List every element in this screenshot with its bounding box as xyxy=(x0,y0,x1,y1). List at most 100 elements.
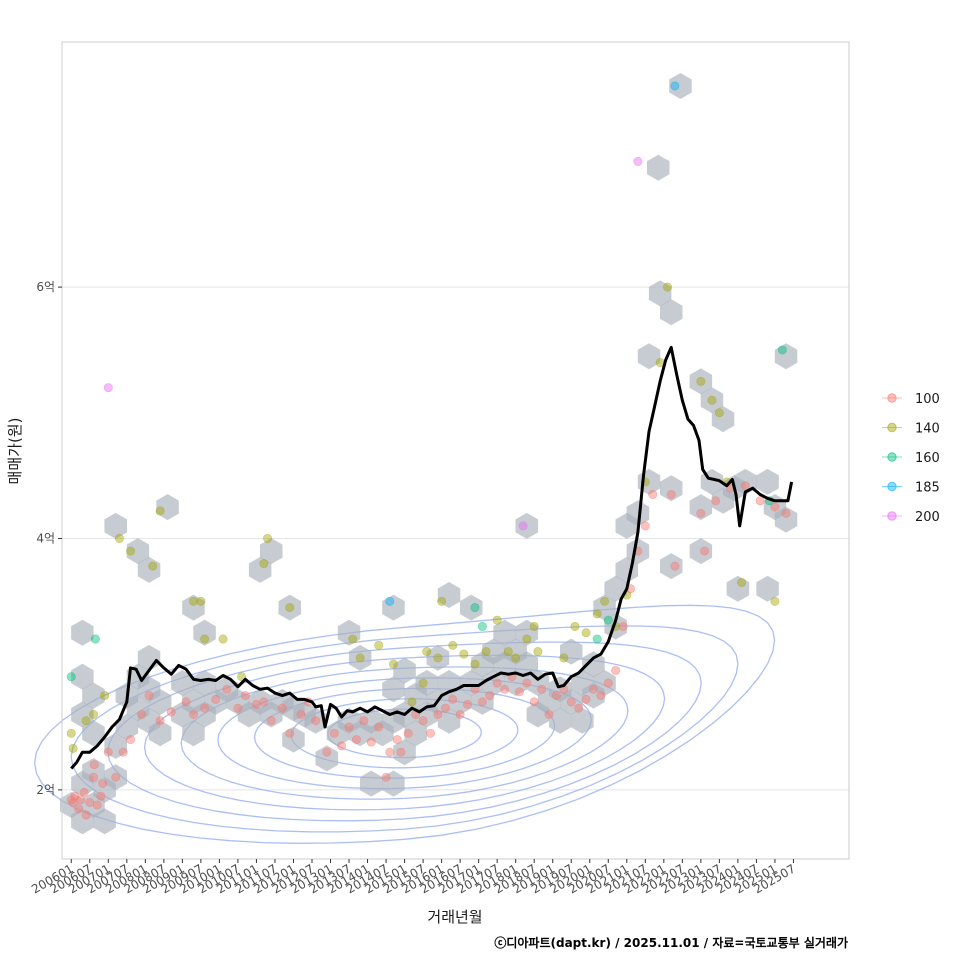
hexbin-cell xyxy=(647,154,670,181)
scatter-point-140 xyxy=(374,640,384,650)
scatter-point-140 xyxy=(188,596,198,606)
hexbin-cell xyxy=(604,575,627,602)
scatter-point-100 xyxy=(440,703,450,713)
scatter-point-100 xyxy=(581,694,591,704)
scatter-point-140 xyxy=(418,678,428,688)
scatter-point-140 xyxy=(437,596,447,606)
scatter-point-140 xyxy=(196,596,206,606)
scatter-point-100 xyxy=(781,508,791,518)
scatter-point-100 xyxy=(98,779,108,789)
legend-label-100: 100 xyxy=(915,392,940,407)
hexbin-cell xyxy=(756,468,779,495)
scatter-point-100 xyxy=(222,684,232,694)
scatter-point-100 xyxy=(588,684,598,694)
scatter-point-140 xyxy=(100,691,110,701)
scatter-point-140 xyxy=(81,716,91,726)
hexbin-cell xyxy=(756,575,779,602)
scatter-point-140 xyxy=(355,653,365,663)
hexbin-cell xyxy=(669,73,692,99)
scatter-point-140 xyxy=(503,647,513,657)
scatter-point-100 xyxy=(337,741,347,751)
scatter-point-140 xyxy=(470,659,480,669)
scatter-point-140 xyxy=(511,653,521,663)
hexbin-cell xyxy=(393,739,416,766)
hexbin-cell xyxy=(71,663,94,690)
scatter-point-100 xyxy=(740,481,750,491)
scatter-point-140 xyxy=(559,653,569,663)
scatter-point-100 xyxy=(74,804,84,814)
y-tick-label: 6억 xyxy=(36,280,55,294)
hexbin-cell xyxy=(626,500,650,527)
hexbin-cell xyxy=(182,720,205,747)
scatter-point-100 xyxy=(455,709,465,719)
hexbin-cell xyxy=(460,670,483,696)
hexbin-cell xyxy=(493,619,516,646)
hexbin-cell xyxy=(460,594,483,621)
hexbin-cell xyxy=(774,343,798,370)
scatter-point-100 xyxy=(529,697,539,707)
y-axis-title: 매매가(원) xyxy=(6,418,24,485)
hexbin-cell xyxy=(82,720,105,747)
scatter-point-140 xyxy=(200,634,210,644)
median-price-line xyxy=(70,345,794,770)
scatter-point-140 xyxy=(707,395,717,405)
scatter-point-100 xyxy=(392,735,402,745)
scatter-point-160 xyxy=(66,672,76,682)
scatter-point-200 xyxy=(633,156,643,166)
hexbin-cell xyxy=(689,538,713,565)
scatter-point-200 xyxy=(103,383,113,393)
hexbin-cell xyxy=(515,619,539,646)
scatter-point-100 xyxy=(359,716,369,726)
scatter-point-185 xyxy=(670,81,680,91)
scatter-point-140 xyxy=(663,282,673,292)
legend-key-200 xyxy=(887,511,897,521)
caption: ⓒ디아파트(dapt.kr) / 2025.11.01 / 자료=국토교통부 실… xyxy=(494,935,848,950)
scatter-point-100 xyxy=(381,772,391,782)
scatter-point-100 xyxy=(285,728,295,738)
scatter-point-100 xyxy=(537,684,547,694)
scatter-point-140 xyxy=(529,621,539,631)
hexbin-cell xyxy=(337,619,361,646)
scatter-point-140 xyxy=(581,628,591,638)
scatter-point-140 xyxy=(696,376,706,386)
hexbin-cell xyxy=(171,670,194,696)
scatter-point-140 xyxy=(422,647,432,657)
hexbin-cell xyxy=(382,594,405,621)
scatter-point-100 xyxy=(85,797,95,807)
scatter-point-100 xyxy=(374,722,384,732)
scatter-point-100 xyxy=(611,665,621,675)
scatter-point-100 xyxy=(485,691,495,701)
scatter-point-140 xyxy=(533,647,543,657)
scatter-point-100 xyxy=(266,716,276,726)
scatter-point-140 xyxy=(492,615,502,625)
hexbin-cell xyxy=(104,764,127,791)
scatter-point-100 xyxy=(648,489,658,499)
scatter-point-100 xyxy=(596,691,606,701)
hexbin-cell xyxy=(437,707,461,734)
hexbin-cell xyxy=(82,682,105,709)
hexbin-cell xyxy=(426,644,450,671)
scatter-point-140 xyxy=(68,743,78,753)
scatter-point-100 xyxy=(240,691,250,701)
scatter-point-100 xyxy=(81,810,91,820)
hexbin-cell xyxy=(560,688,583,715)
legend-label-160: 160 xyxy=(915,451,940,466)
hexbin-cell xyxy=(471,688,494,715)
scatter-point-100 xyxy=(670,561,680,571)
hexbin-cell xyxy=(660,299,683,326)
hexbin-cell xyxy=(193,670,216,696)
hexbin-cell xyxy=(182,594,205,621)
hexbin-cell xyxy=(515,651,539,678)
hexbin-cell xyxy=(282,726,305,753)
scatter-points xyxy=(66,81,791,820)
scatter-point-100 xyxy=(666,489,676,499)
scatter-point-140 xyxy=(433,653,443,663)
scatter-point-100 xyxy=(603,678,613,688)
hexbin-cell xyxy=(711,406,735,433)
hexbin-cell xyxy=(593,670,616,696)
scatter-point-100 xyxy=(76,795,86,805)
scatter-point-100 xyxy=(700,546,710,556)
scatter-point-100 xyxy=(96,791,106,801)
scatter-point-140 xyxy=(570,621,580,631)
scatter-point-100 xyxy=(514,687,524,697)
